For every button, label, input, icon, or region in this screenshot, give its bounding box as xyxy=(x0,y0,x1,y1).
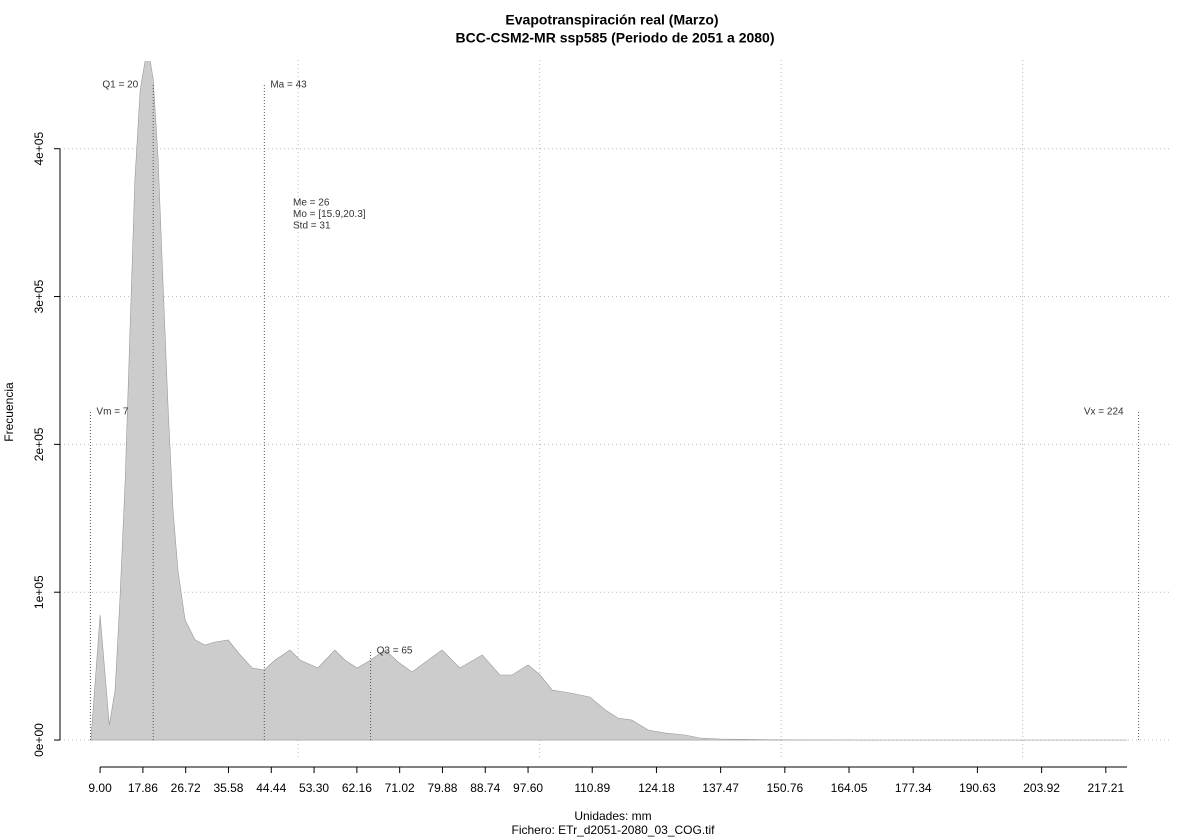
x-tick-label: 26.72 xyxy=(171,781,201,795)
x-tick-label: 124.18 xyxy=(638,781,675,795)
x-tick-label: 164.05 xyxy=(831,781,868,795)
x-tick-label: 97.60 xyxy=(513,781,543,795)
stat-label: Ma = 43 xyxy=(270,80,307,91)
y-tick-label: 0e+00 xyxy=(32,723,46,757)
x-tick-label: 35.58 xyxy=(213,781,243,795)
x-tick-label: 79.88 xyxy=(427,781,457,795)
x-tick-label: 217.21 xyxy=(1087,781,1124,795)
x-axis-label: Unidades: mm xyxy=(574,809,651,823)
stat-text: Mo = [15.9,20.3] xyxy=(293,209,366,220)
x-tick-label: 203.92 xyxy=(1023,781,1060,795)
chart-title: Evapotranspiración real (Marzo) xyxy=(505,12,718,28)
x-tick-label: 137.47 xyxy=(702,781,739,795)
x-tick-label: 177.34 xyxy=(895,781,932,795)
x-tick-label: 150.76 xyxy=(766,781,803,795)
x-tick-label: 53.30 xyxy=(299,781,329,795)
x-tick-label: 17.86 xyxy=(128,781,158,795)
y-tick-label: 3e+05 xyxy=(32,279,46,313)
density-area xyxy=(90,61,1128,741)
y-tick-label: 2e+05 xyxy=(32,427,46,461)
stat-label: Vx = 224 xyxy=(1084,407,1124,418)
x-tick-label: 9.00 xyxy=(88,781,112,795)
x-tick-label: 88.74 xyxy=(470,781,500,795)
stat-label: Q3 = 65 xyxy=(377,646,413,657)
x-tick-label: 62.16 xyxy=(342,781,372,795)
x-tick-label: 190.63 xyxy=(959,781,996,795)
y-tick-label: 1e+05 xyxy=(32,575,46,609)
stat-label: Q1 = 20 xyxy=(102,80,138,91)
chart-subtitle: BCC-CSM2-MR ssp585 (Periodo de 2051 a 20… xyxy=(456,30,775,46)
x-tick-label: 71.02 xyxy=(385,781,415,795)
y-axis-label: Frecuencia xyxy=(2,382,16,442)
footer: Fichero: ETr_d2051-2080_03_COG.tif xyxy=(512,823,716,837)
stat-text: Std = 31 xyxy=(293,221,331,232)
stat-text: Me = 26 xyxy=(293,198,330,209)
x-tick-label: 44.44 xyxy=(256,781,286,795)
stat-label: Vm = 7 xyxy=(96,407,128,418)
x-tick-label: 110.89 xyxy=(574,781,610,795)
y-tick-label: 4e+05 xyxy=(32,132,46,166)
